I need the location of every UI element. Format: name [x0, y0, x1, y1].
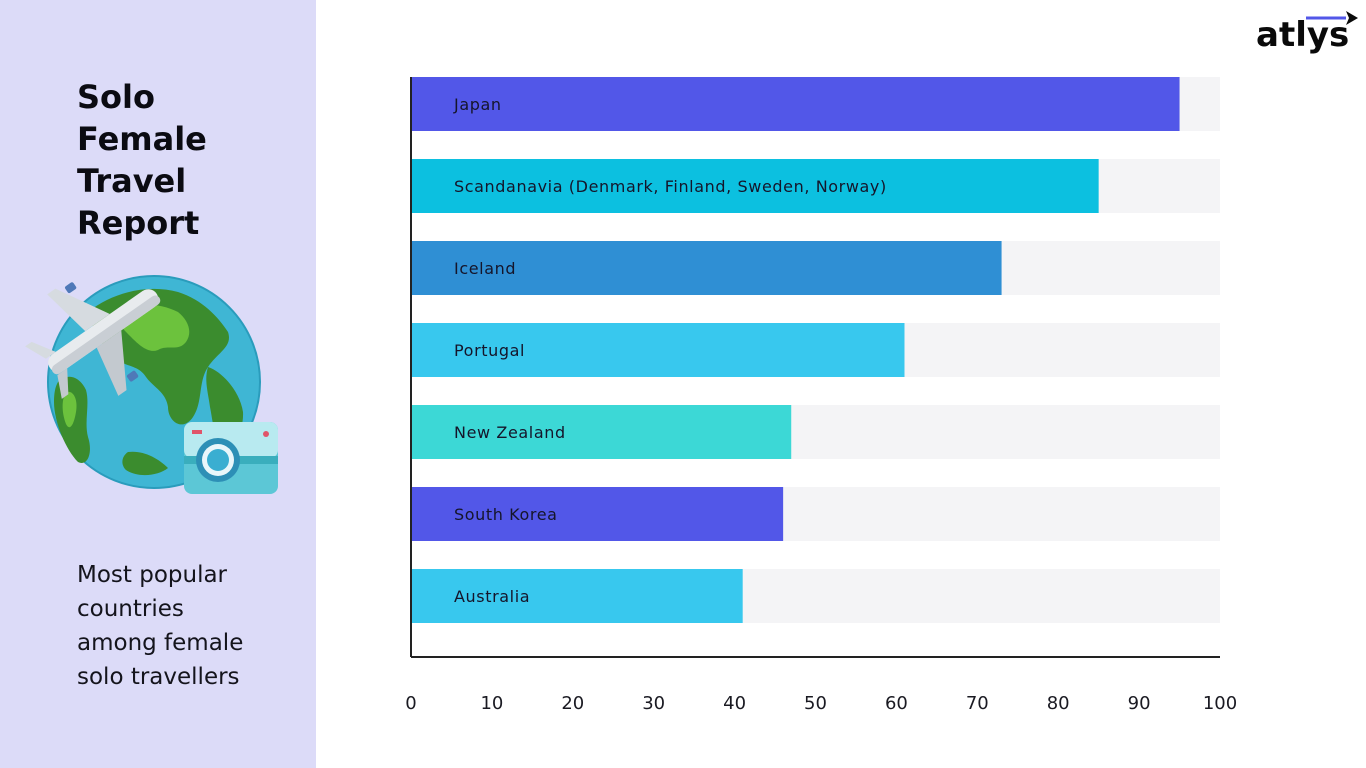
- bar: [411, 487, 784, 541]
- bar-label: Australia: [454, 587, 530, 606]
- atlys-logo: atlys: [1256, 11, 1358, 55]
- x-tick-label: 10: [480, 693, 503, 714]
- atlys-logo-text: atlys: [1256, 15, 1349, 55]
- x-tick-label: 60: [885, 693, 908, 714]
- report-subtitle-line: countries: [77, 596, 184, 622]
- sidebar-panel: Solo Female Travel Report: [0, 0, 316, 768]
- report-title-line: Solo: [77, 78, 155, 116]
- x-tick-label: 50: [804, 693, 827, 714]
- x-tick-label: 80: [1047, 693, 1070, 714]
- airplane-icon: [1346, 11, 1358, 25]
- report-subtitle: Most popular countries among female solo…: [77, 558, 297, 694]
- report-title-line: Travel: [77, 162, 187, 200]
- bar-label: South Korea: [454, 505, 558, 524]
- report-title-line: Female: [77, 120, 207, 158]
- report-subtitle-line: solo travellers: [77, 664, 240, 690]
- x-tick-label: 30: [642, 693, 665, 714]
- bar: [411, 405, 792, 459]
- report-subtitle-line: Most popular: [77, 562, 228, 588]
- report-subtitle-line: among female: [77, 630, 244, 656]
- report-title-line: Report: [77, 204, 200, 242]
- x-tick-label: 100: [1203, 693, 1237, 714]
- bar: [411, 569, 743, 623]
- x-tick-label: 0: [405, 693, 416, 714]
- bar: [411, 241, 1002, 295]
- globe-airplane-camera-illustration: [25, 275, 278, 494]
- bar: [411, 159, 1099, 213]
- x-tick-label: 70: [966, 693, 989, 714]
- bar-label: Japan: [453, 95, 502, 114]
- bar-label: New Zealand: [454, 423, 566, 442]
- bar-label: Portugal: [454, 341, 525, 360]
- x-tick-label: 90: [1128, 693, 1151, 714]
- bar: [411, 77, 1180, 131]
- bar-label: Iceland: [454, 259, 516, 278]
- bar-label: Scandanavia (Denmark, Finland, Sweden, N…: [454, 177, 887, 196]
- x-tick-label: 40: [723, 693, 746, 714]
- x-tick-label: 20: [561, 693, 584, 714]
- report-title: Solo Female Travel Report: [77, 76, 297, 244]
- bar: [411, 323, 905, 377]
